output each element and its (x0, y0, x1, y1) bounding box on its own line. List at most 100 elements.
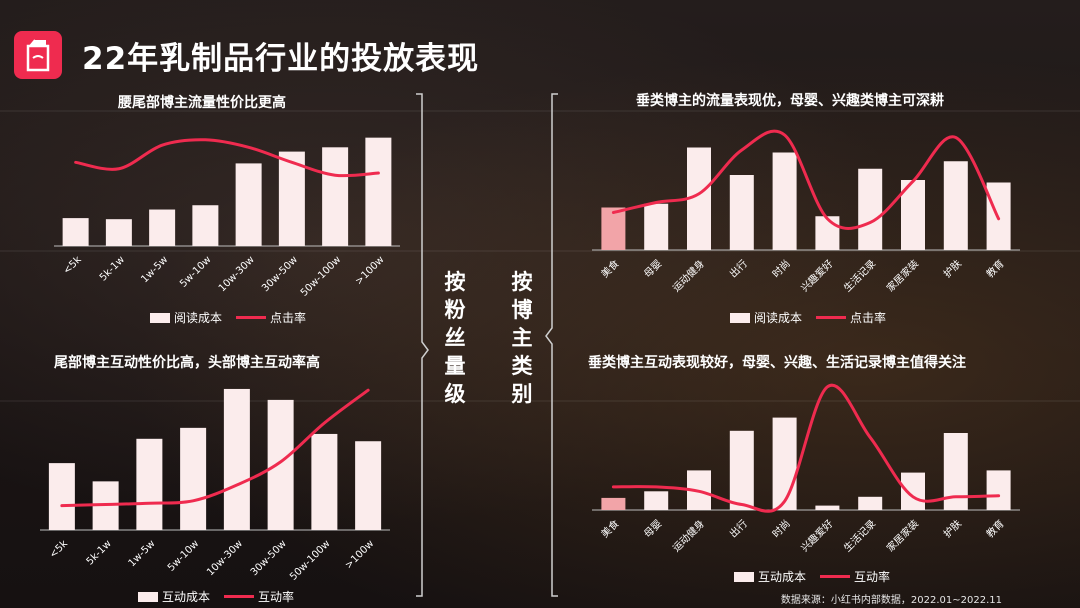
x-tick-label: 30w-50w (260, 254, 300, 294)
bar (235, 163, 262, 246)
legend-label: 互动率 (854, 570, 891, 584)
x-tick-label: >100w (354, 254, 387, 287)
bar (772, 152, 797, 250)
milk-carton-icon (14, 31, 62, 79)
chart-interaction-by-category: 美食 母婴 运动健身 出行 时尚 兴趣爱好 生活记录 家居家装 护肤 教育 (592, 383, 1020, 554)
bar (815, 505, 840, 510)
legend-bar-swatch (150, 312, 170, 323)
x-tick-label: 30w-50w (249, 538, 289, 578)
background-shelf (0, 250, 1080, 252)
bar (815, 216, 840, 250)
page-title: 22年乳制品行业的投放表现 (82, 40, 480, 77)
chart-title: 垂类博主的流量表现优，母婴、兴趣类博主可深耕 (636, 93, 944, 109)
bar (644, 491, 669, 510)
bar (267, 399, 294, 530)
legend-label: 互动率 (258, 590, 295, 604)
header: 22年乳制品行业的投放表现 (14, 31, 480, 79)
x-tick-label: 50w-100w (288, 538, 332, 580)
x-tick-label: 5w-10w (166, 538, 201, 573)
x-tick-label: 教育 (983, 257, 1006, 280)
chart-legend: 阅读成本 点击率 (730, 309, 886, 326)
series-line (611, 129, 1001, 230)
chart-readcost-by-followers: <5k 5k-1w 1w-5w 5w-10w 10w-30w 30w-50w50w-100… (54, 137, 400, 299)
bar (943, 161, 968, 250)
legend-label: 互动成本 (758, 570, 807, 584)
x-tick-label: >100w (343, 538, 376, 571)
bar (355, 441, 382, 530)
legend-bar-swatch (734, 571, 754, 582)
bar (772, 417, 797, 510)
x-tick-label: 家居家装 (884, 257, 921, 294)
series-line (60, 388, 370, 508)
x-tick-label: 5k-1w (85, 538, 114, 567)
x-tick-label: 10w-30w (217, 254, 257, 294)
bar (62, 218, 89, 246)
x-tick-label: 生活记录 (841, 257, 878, 294)
bar (180, 427, 207, 530)
x-tick-label: 5k-1w (98, 254, 127, 283)
bar (858, 496, 883, 510)
vertical-label-by-followers: 按粉丝量级 (444, 270, 466, 406)
x-tick-label: 1w-5w (139, 254, 170, 285)
x-tick-label: 运动健身 (670, 257, 707, 294)
bar (858, 168, 883, 250)
x-tick-label: 美食 (598, 517, 621, 540)
x-tick-label: 兴趣爱好 (798, 517, 835, 554)
chart-legend: 互动成本 互动率 (138, 588, 294, 605)
chart-interaction-by-followers: <5k 5k-1w 1w-5w 5w-10w 10w-30w 30w-50w 50w-100… (40, 388, 390, 580)
chart-title: 腰尾部博主流量性价比更高 (118, 95, 286, 111)
bar (192, 205, 219, 246)
chart-legend: 互动成本 互动率 (734, 568, 890, 585)
chart-title: 尾部博主互动性价比高，头部博主互动率高 (54, 355, 320, 371)
bar (601, 497, 626, 510)
legend-label: 阅读成本 (174, 311, 223, 325)
vertical-label-by-category: 按博主类别 (511, 270, 533, 406)
bar (48, 463, 75, 530)
bar (136, 438, 163, 530)
legend-bar-swatch (138, 591, 158, 602)
background-shelf (0, 110, 1080, 112)
legend-label: 阅读成本 (754, 311, 803, 325)
legend-bar-swatch (730, 312, 750, 323)
left-bracket (416, 93, 429, 597)
x-tick-label: 母婴 (642, 258, 665, 281)
x-tick-label: 家居家装 (884, 517, 921, 554)
chart-readcost-by-category: 美食 母婴 运动健身 出行 时尚 兴趣爱好 生活记录 家居家装 护肤 教育 (592, 129, 1020, 294)
bar (278, 151, 305, 246)
x-tick-label: 10w-30w (205, 538, 245, 578)
legend-line-swatch (820, 575, 851, 578)
bar (729, 175, 754, 250)
legend-line-swatch (816, 316, 847, 319)
legend-label: 互动成本 (162, 590, 211, 604)
chart-legend: 阅读成本 点击率 (150, 309, 306, 326)
x-tick-label: 5w-10w (178, 254, 213, 289)
x-tick-label: 生活记录 (841, 517, 878, 554)
bar (149, 209, 176, 246)
bar (729, 430, 754, 510)
x-tick-label: 兴趣爱好 (798, 257, 835, 294)
bar (365, 137, 392, 246)
x-tick-label: 护肤 (941, 257, 964, 280)
x-tick-label: 出行 (727, 517, 750, 540)
x-tick-label: 教育 (983, 517, 1006, 540)
bar (223, 388, 250, 530)
series-line (74, 138, 380, 178)
bar (644, 203, 669, 250)
x-tick-label: 出行 (727, 257, 750, 280)
bar (322, 147, 349, 246)
x-tick-label: <5k (61, 254, 83, 276)
x-tick-label: 美食 (598, 257, 621, 280)
bar (311, 433, 338, 530)
data-source-note: 数据来源：小红书内部数据，2022.01~2022.11 (780, 595, 1002, 606)
legend-label: 点击率 (850, 311, 887, 325)
legend-label: 点击率 (270, 311, 307, 325)
bar (986, 470, 1011, 510)
x-tick-label: 运动健身 (670, 517, 707, 554)
bar (901, 472, 925, 510)
chart-title: 垂类博主互动表现较好，母婴、兴趣、生活记录博主值得关注 (588, 355, 966, 371)
x-tick-label: 时尚 (769, 517, 792, 540)
bar (601, 207, 626, 250)
series-line (611, 383, 1001, 513)
x-tick-label: <5k (48, 538, 70, 560)
